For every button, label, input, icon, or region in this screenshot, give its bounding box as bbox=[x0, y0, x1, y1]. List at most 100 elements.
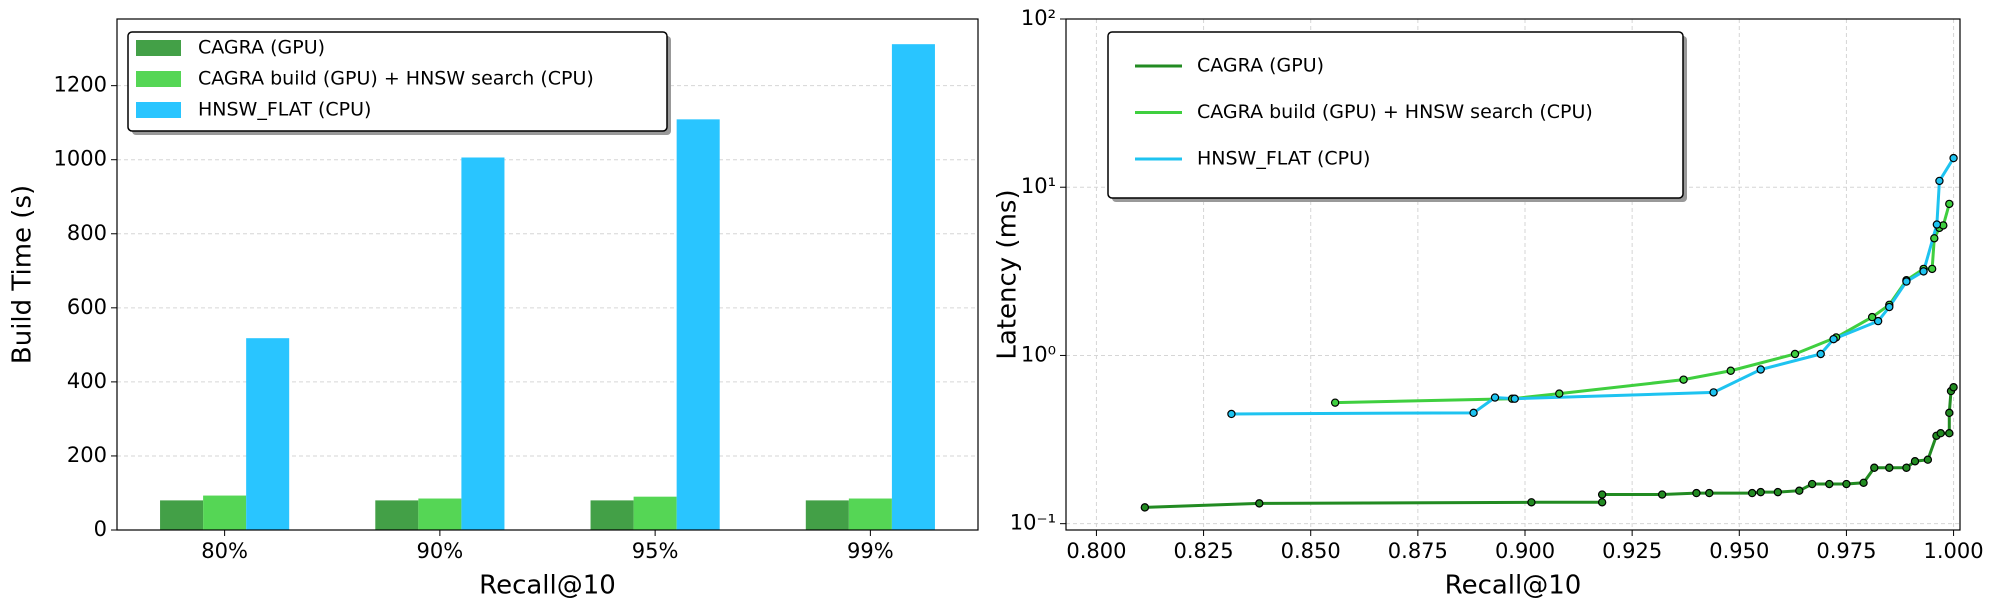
series-line bbox=[1144, 386, 1955, 509]
marker bbox=[1936, 428, 1945, 438]
marker bbox=[1825, 479, 1834, 489]
bar bbox=[375, 500, 419, 530]
marker bbox=[1726, 366, 1735, 375]
marker bbox=[1692, 488, 1701, 498]
marker bbox=[1807, 479, 1817, 489]
marker bbox=[1930, 234, 1939, 243]
legend-swatch bbox=[136, 102, 181, 118]
marker bbox=[1932, 220, 1942, 229]
marker bbox=[1885, 463, 1894, 472]
y-tick-label: 10⁻¹ bbox=[1010, 511, 1056, 535]
y-axis-label: Build Time (s) bbox=[8, 185, 38, 364]
bar bbox=[805, 500, 849, 530]
legend-swatch bbox=[136, 71, 181, 87]
legend-label: HNSW_FLAT (CPU) bbox=[198, 99, 371, 121]
bar bbox=[676, 119, 720, 531]
x-tick-label: 0.900 bbox=[1495, 539, 1555, 563]
marker bbox=[1679, 375, 1688, 384]
marker bbox=[1657, 490, 1667, 499]
marker bbox=[1945, 408, 1954, 418]
y-tick-label: 200 bbox=[67, 443, 107, 467]
bar bbox=[418, 498, 462, 530]
marker bbox=[1949, 153, 1958, 163]
marker bbox=[1927, 264, 1937, 274]
y-tick-label: 10² bbox=[1021, 6, 1056, 30]
x-tick-label: 1.000 bbox=[1924, 539, 1984, 563]
marker bbox=[1510, 394, 1519, 403]
marker bbox=[1919, 267, 1928, 276]
marker bbox=[1870, 463, 1879, 472]
x-tick-label: 80% bbox=[201, 539, 248, 563]
y-tick-label: 1200 bbox=[54, 73, 107, 97]
axes-frame bbox=[116, 18, 979, 531]
x-tick-label: 0.825 bbox=[1174, 539, 1234, 563]
marker bbox=[1527, 498, 1536, 507]
marker bbox=[1756, 487, 1765, 497]
x-axis-label: Recall@10 bbox=[1445, 571, 1582, 601]
marker bbox=[1790, 349, 1800, 359]
marker bbox=[1945, 199, 1954, 209]
bar bbox=[848, 498, 892, 530]
y-axis-label: Latency (ms) bbox=[993, 189, 1023, 359]
marker bbox=[1902, 277, 1911, 286]
marker bbox=[1945, 428, 1954, 438]
marker bbox=[1910, 457, 1920, 466]
series-line bbox=[1335, 203, 1951, 405]
marker bbox=[1490, 393, 1500, 402]
bar bbox=[590, 500, 634, 530]
x-tick-label: 0.975 bbox=[1816, 539, 1876, 563]
legend-box bbox=[1107, 31, 1684, 199]
x-axis-label: Recall@10 bbox=[479, 571, 616, 601]
marker bbox=[1597, 490, 1607, 499]
marker bbox=[1935, 176, 1944, 186]
bar bbox=[891, 44, 935, 530]
marker bbox=[1469, 408, 1478, 418]
x-tick-label: 95% bbox=[632, 539, 679, 563]
marker bbox=[1140, 503, 1150, 512]
legend: CAGRA (GPU) CAGRA build (GPU) + HNSW sear… bbox=[1107, 31, 1687, 202]
panel: 0 200 400 600 800 1000 1200 80% 90% 95% 99% Recall@… bbox=[8, 18, 979, 601]
y-tick-label: 400 bbox=[67, 369, 107, 393]
marker bbox=[1773, 487, 1783, 497]
marker bbox=[1859, 478, 1868, 487]
legend: CAGRA (GPU) CAGRA build (GPU) + HNSW sear… bbox=[127, 31, 671, 135]
legend-label: CAGRA build (GPU) + HNSW search (CPU) bbox=[1197, 101, 1593, 123]
marker bbox=[1597, 498, 1607, 507]
marker bbox=[1255, 499, 1264, 508]
bar bbox=[246, 338, 290, 530]
y-tick-label: 1000 bbox=[54, 147, 107, 171]
marker bbox=[1795, 486, 1804, 495]
y-tick-label: 800 bbox=[67, 221, 107, 245]
marker bbox=[1705, 488, 1714, 498]
marker bbox=[1885, 302, 1894, 312]
y-tick-label: 600 bbox=[67, 295, 107, 319]
legend-swatch bbox=[136, 40, 181, 56]
marker bbox=[1902, 463, 1911, 472]
marker bbox=[1816, 349, 1825, 359]
x-tick-label: 99% bbox=[847, 539, 894, 563]
marker bbox=[1842, 479, 1851, 489]
x-tick-label: 0.800 bbox=[1066, 539, 1126, 563]
y-tick-label: 0 bbox=[94, 517, 107, 541]
x-tick-label: 0.850 bbox=[1281, 539, 1341, 563]
x-tick-label: 0.925 bbox=[1602, 539, 1662, 563]
bar bbox=[633, 496, 677, 530]
marker bbox=[1949, 383, 1958, 392]
bar bbox=[203, 495, 247, 530]
marker bbox=[1555, 389, 1564, 398]
marker bbox=[1873, 316, 1883, 326]
legend-label: CAGRA (GPU) bbox=[198, 37, 325, 59]
y-tick-label: 10¹ bbox=[1021, 174, 1056, 198]
bar bbox=[461, 157, 505, 530]
bar bbox=[160, 500, 204, 530]
marker bbox=[1709, 388, 1718, 397]
marker bbox=[1923, 455, 1933, 464]
marker bbox=[1227, 409, 1236, 419]
marker bbox=[1747, 488, 1757, 498]
legend-label: CAGRA build (GPU) + HNSW search (CPU) bbox=[198, 68, 594, 90]
panel: 10⁻¹ 10⁰ 10¹ 10² 0.800 0.825 0.850 0.875 0.900 0.… bbox=[993, 6, 1984, 601]
x-tick-label: 0.875 bbox=[1388, 539, 1448, 563]
y-tick-label: 10⁰ bbox=[1021, 342, 1056, 366]
legend-label: HNSW_FLAT (CPU) bbox=[1197, 148, 1370, 170]
axes-frame bbox=[1065, 18, 1961, 531]
